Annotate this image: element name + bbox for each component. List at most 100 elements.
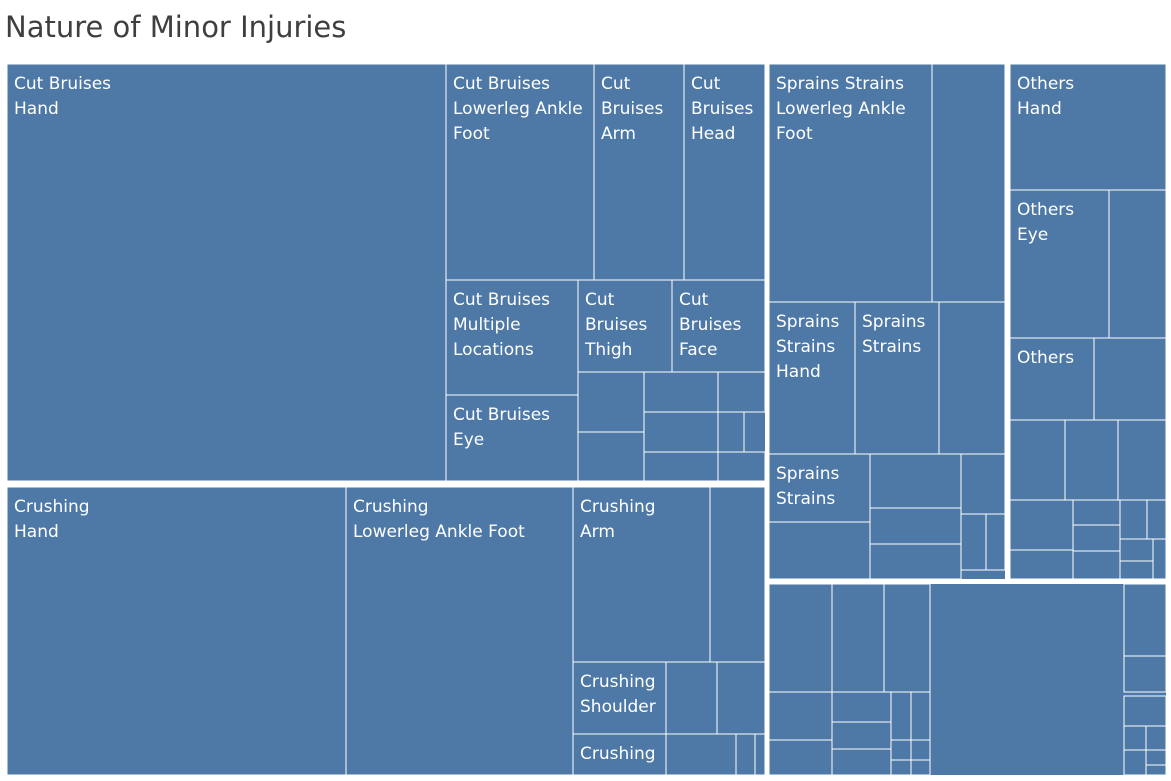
treemap-tile[interactable] (768, 583, 833, 693)
treemap-tile[interactable] (960, 513, 987, 571)
tile-label: Hand (14, 99, 59, 119)
treemap-tile[interactable] (683, 63, 766, 281)
treemap-tile[interactable] (717, 411, 745, 453)
treemap-tile[interactable] (890, 759, 912, 776)
treemap-tile[interactable] (883, 583, 931, 693)
treemap-tile[interactable] (671, 279, 766, 373)
treemap-tile[interactable] (735, 733, 756, 776)
treemap-tile[interactable] (716, 661, 766, 735)
treemap-tile[interactable] (1145, 725, 1167, 751)
treemap-tile[interactable] (717, 371, 766, 413)
tile-label: Face (679, 340, 717, 360)
treemap-tile[interactable] (1119, 538, 1154, 562)
treemap-tile[interactable] (1072, 550, 1121, 580)
treemap-tile[interactable] (869, 507, 962, 545)
treemap-tile[interactable] (345, 486, 574, 776)
treemap-tile[interactable] (754, 733, 766, 776)
treemap-tile[interactable] (890, 691, 912, 741)
treemap-tile[interactable] (831, 691, 892, 723)
tile-label: Strains (776, 337, 835, 357)
treemap-tile[interactable] (665, 733, 737, 776)
treemap-tile[interactable] (869, 543, 962, 580)
treemap-tile[interactable] (1064, 419, 1119, 501)
treemap-group: Sprains Strains Lowerleg Ankle Foot Sprains… (768, 63, 1006, 580)
tile-label: Locations (453, 340, 534, 360)
treemap-tile[interactable] (1123, 583, 1167, 657)
treemap-tile[interactable] (910, 739, 931, 761)
treemap-tile[interactable] (572, 733, 667, 776)
tile-label: Cut Bruises (453, 74, 550, 94)
treemap-tile[interactable] (985, 513, 1006, 571)
tile-label: Others (1017, 200, 1074, 220)
tile-label: Bruises (601, 99, 663, 119)
treemap-tile[interactable] (1119, 560, 1154, 580)
treemap-tile[interactable] (1072, 499, 1121, 526)
treemap-tile[interactable] (1108, 189, 1167, 339)
tile-label: Crushing (14, 497, 90, 517)
chart-title: Nature of Minor Injuries (5, 10, 347, 44)
treemap-tile[interactable] (572, 486, 711, 663)
treemap-tile[interactable] (1146, 499, 1167, 540)
treemap-tile[interactable] (593, 63, 685, 281)
treemap-tile[interactable] (572, 661, 667, 735)
tile-label: Hand (1017, 99, 1062, 119)
treemap-tile[interactable] (1009, 549, 1074, 580)
tile-label: Cut (691, 74, 721, 94)
treemap-tile[interactable] (577, 431, 645, 482)
treemap-tile[interactable] (1072, 524, 1121, 552)
treemap-tile[interactable] (1145, 749, 1167, 766)
treemap-tile[interactable] (1123, 695, 1167, 727)
treemap-tile[interactable] (768, 691, 833, 741)
treemap-tile[interactable] (577, 371, 645, 433)
treemap-tile[interactable] (1093, 337, 1167, 421)
treemap-tile[interactable] (854, 301, 940, 455)
treemap-tile[interactable] (1009, 63, 1167, 191)
treemap-tile[interactable] (938, 301, 1006, 455)
treemap-tile[interactable] (445, 394, 579, 482)
treemap-tile[interactable] (445, 63, 595, 281)
treemap-tile[interactable] (1009, 499, 1074, 551)
treemap-tile[interactable] (1009, 189, 1110, 339)
treemap-tile[interactable] (1123, 749, 1147, 776)
treemap-tile[interactable] (1145, 764, 1167, 776)
treemap-tile[interactable] (768, 301, 856, 455)
treemap-tile[interactable] (6, 63, 447, 482)
treemap-tile[interactable] (890, 739, 912, 761)
treemap-tile[interactable] (6, 486, 347, 776)
treemap-tile[interactable] (831, 583, 885, 693)
treemap-tile[interactable] (960, 453, 1006, 515)
treemap-tile[interactable] (768, 739, 833, 776)
tile-label: Sprains (862, 312, 925, 332)
treemap-tile[interactable] (665, 661, 718, 735)
treemap-tile[interactable] (1123, 655, 1167, 693)
tile-label: Eye (1017, 225, 1048, 245)
treemap-tile[interactable] (768, 63, 933, 303)
tile-label: Sprains Strains (776, 74, 904, 94)
tile-label: Arm (580, 522, 615, 542)
treemap-tile[interactable] (831, 721, 892, 750)
tile-label: Bruises (691, 99, 753, 119)
tile-label: Crushing (353, 497, 429, 517)
treemap-tile[interactable] (831, 748, 892, 776)
tile-label: Strains (862, 337, 921, 357)
treemap-tile[interactable] (717, 451, 766, 482)
tile-label: Crushing (580, 672, 656, 692)
treemap-tile[interactable] (1009, 419, 1066, 501)
treemap-tile[interactable] (1152, 538, 1167, 580)
treemap-tile[interactable] (643, 371, 719, 413)
tile-label: Sprains (776, 312, 839, 332)
treemap-tile[interactable] (910, 691, 931, 741)
treemap-tile[interactable] (910, 759, 931, 776)
treemap-tile[interactable] (869, 453, 962, 509)
tile-label: Bruises (679, 315, 741, 335)
tile-label: Hand (776, 362, 821, 382)
treemap-tile[interactable] (643, 411, 719, 453)
treemap-tile[interactable] (1123, 725, 1147, 751)
treemap-tile[interactable] (709, 486, 766, 663)
treemap-tile[interactable] (931, 63, 1006, 303)
tile-label: Strains (776, 489, 835, 509)
treemap-tile[interactable] (1119, 499, 1148, 540)
treemap-tile[interactable] (1117, 419, 1167, 501)
treemap-tile[interactable] (768, 521, 871, 580)
treemap-tile[interactable] (643, 451, 719, 482)
